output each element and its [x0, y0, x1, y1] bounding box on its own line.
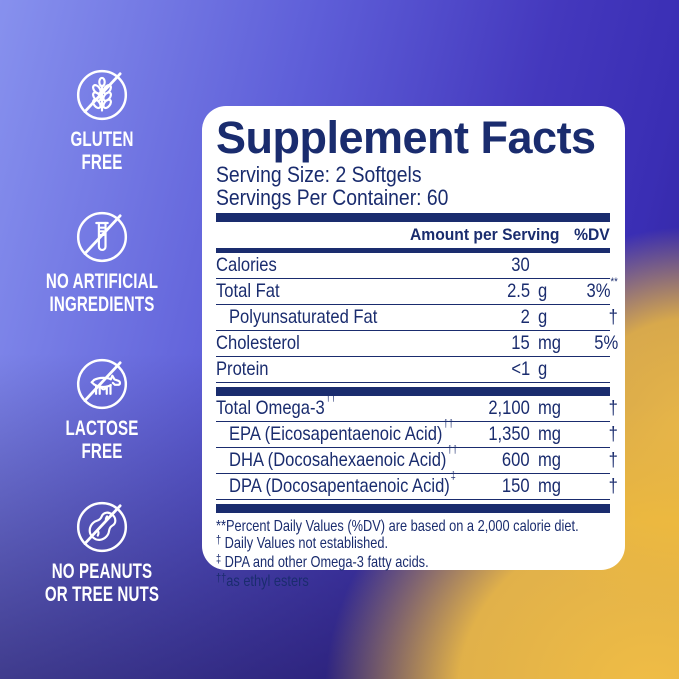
- nutrients-section-2: Total Omega-3†† 2,100 mg † EPA (Eicosape…: [216, 392, 618, 500]
- badge-label-line: INGREDIENTS: [49, 293, 155, 316]
- nutrient-amount: <1: [511, 358, 530, 380]
- divider-bar-thick: [216, 387, 610, 396]
- panel-title: Supplement Facts: [216, 112, 596, 163]
- nutrient-row: Cholesterol 15 mg 5%: [216, 331, 618, 357]
- nutrient-row: DPA (Docosapentaenoic Acid)‡ 150 mg †: [216, 470, 618, 500]
- nutrient-daily-value: †: [608, 306, 618, 328]
- nutrient-amount: 2: [520, 306, 530, 328]
- nutrient-daily-value: 5%: [594, 332, 618, 354]
- badge-no-peanuts: NO PEANUTS OR TREE NUTS: [20, 498, 184, 606]
- servings-per-container: Servings Per Container: 60: [216, 185, 449, 210]
- footnote: † Daily Values not established.: [216, 535, 610, 554]
- divider-bar-thick: [216, 213, 610, 222]
- column-header-row: Amount per Serving %DV: [216, 222, 610, 247]
- nutrient-name: Total Omega-3: [216, 397, 325, 419]
- nutrients-section-1: Calories 30 Total Fat 2.5 g 3%** Polyuns…: [216, 253, 618, 383]
- footnote-symbol: ††: [216, 572, 227, 585]
- footnote-text: DPA and other Omega-3 fatty acids.: [221, 554, 429, 571]
- nutrient-name: Polyunsaturated Fat: [229, 306, 378, 328]
- supplement-facts-panel: Supplement Facts Serving Size: 2 Softgel…: [202, 106, 625, 590]
- badge-label: GLUTEN FREE: [20, 128, 184, 174]
- serving-size: Serving Size: 2 Softgels: [216, 162, 422, 187]
- footnote-symbol: †: [216, 534, 222, 547]
- nutrient-unit: mg: [538, 397, 562, 419]
- badge-no-artificial-ingredients: NO ARTIFICIAL INGREDIENTS: [20, 208, 184, 316]
- footnote: **Percent Daily Values (%DV) are based o…: [216, 518, 610, 535]
- footnotes: **Percent Daily Values (%DV) are based o…: [216, 513, 610, 592]
- footnote-text: Percent Daily Values (%DV) are based on …: [225, 518, 579, 535]
- nutrient-row: Polyunsaturated Fat 2 g †: [216, 305, 618, 331]
- nutrient-daily-value: 3%: [586, 280, 611, 302]
- nutrient-name: EPA (Eicosapentaenoic Acid): [229, 423, 443, 445]
- nutrient-daily-value: †: [608, 397, 618, 419]
- daily-value-superscript: **: [610, 275, 618, 288]
- nutrient-amount: 150: [502, 475, 530, 497]
- nutrient-amount: 15: [511, 332, 530, 354]
- nutrient-row: EPA (Eicosapentaenoic Acid)†† 1,350 mg †: [216, 418, 618, 448]
- nutrient-row: Calories 30: [216, 253, 610, 279]
- nutrient-unit: mg: [538, 332, 562, 354]
- badge-label: NO ARTIFICIAL INGREDIENTS: [20, 270, 184, 316]
- percent-dv-header: %DV: [574, 224, 610, 244]
- footnote-text: Daily Values not established.: [221, 535, 389, 552]
- divider-bar-medium: [216, 248, 610, 253]
- nutrient-row: Total Omega-3†† 2,100 mg †: [216, 392, 618, 422]
- footnote-text: as ethyl esters: [226, 573, 309, 590]
- nutrient-name: Protein: [216, 358, 269, 380]
- nutrient-name: Cholesterol: [216, 332, 300, 354]
- nutrient-daily-value: †: [608, 475, 618, 497]
- nutrient-name: DHA (Docosahexaenoic Acid): [229, 449, 447, 471]
- footnote: ††as ethyl esters: [216, 573, 610, 592]
- nutrient-name-superscript: ††: [443, 417, 454, 430]
- badge-lactose-free: LACTOSE FREE: [20, 355, 184, 463]
- nutrient-name: Total Fat: [216, 280, 280, 302]
- nutrient-name-superscript: ††: [325, 391, 336, 404]
- nutrient-unit: mg: [538, 449, 562, 471]
- badge-label-line: GLUTEN: [70, 128, 134, 151]
- nutrient-unit: g: [538, 306, 548, 328]
- nutrient-amount: 30: [511, 254, 530, 276]
- nutrient-name-superscript: ‡: [450, 469, 456, 482]
- no-gluten-icon: [73, 66, 131, 124]
- nutrient-unit: mg: [538, 475, 562, 497]
- badge-label: NO PEANUTS OR TREE NUTS: [20, 560, 184, 606]
- no-artificial-ingredients-icon: [73, 208, 131, 266]
- badge-gluten-free: GLUTEN FREE: [20, 66, 184, 174]
- nutrient-unit: mg: [538, 423, 562, 445]
- nutrient-row: Total Fat 2.5 g 3%**: [216, 276, 618, 305]
- badge-label-line: OR TREE NUTS: [44, 583, 160, 606]
- nutrient-amount: 600: [502, 449, 530, 471]
- badge-label-line: FREE: [81, 440, 123, 463]
- nutrient-amount: 2.5: [506, 280, 530, 302]
- badge-label-line: NO ARTIFICIAL: [45, 270, 159, 293]
- nutrient-unit: g: [538, 280, 548, 302]
- nutrient-amount: 1,350: [488, 423, 530, 445]
- nutrient-daily-value: †: [608, 423, 618, 445]
- badge-label-line: FREE: [81, 151, 123, 174]
- nutrient-row: Protein <1 g: [216, 357, 610, 383]
- badge-label-line: NO PEANUTS: [51, 560, 153, 583]
- footnote-symbol: ‡: [216, 553, 222, 566]
- no-lactose-icon: [73, 355, 131, 413]
- nutrient-row: DHA (Docosahexaenoic Acid)†† 600 mg †: [216, 444, 618, 474]
- nutrient-daily-value: †: [608, 449, 618, 471]
- nutrient-name: Calories: [216, 254, 277, 276]
- footnote-symbol: **: [216, 518, 226, 535]
- divider-bar-thick: [216, 504, 610, 513]
- amount-per-serving-header: Amount per Serving: [409, 224, 560, 244]
- nutrient-name-superscript: ††: [447, 443, 458, 456]
- nutrient-amount: 2,100: [488, 397, 530, 419]
- nutrient-name: DPA (Docosapentaenoic Acid): [229, 475, 450, 497]
- badge-label-line: LACTOSE: [65, 417, 139, 440]
- nutrient-unit: g: [538, 358, 548, 380]
- footnote: ‡ DPA and other Omega-3 fatty acids.: [216, 554, 610, 573]
- no-peanut-icon: [73, 498, 131, 556]
- badge-label: LACTOSE FREE: [20, 417, 184, 463]
